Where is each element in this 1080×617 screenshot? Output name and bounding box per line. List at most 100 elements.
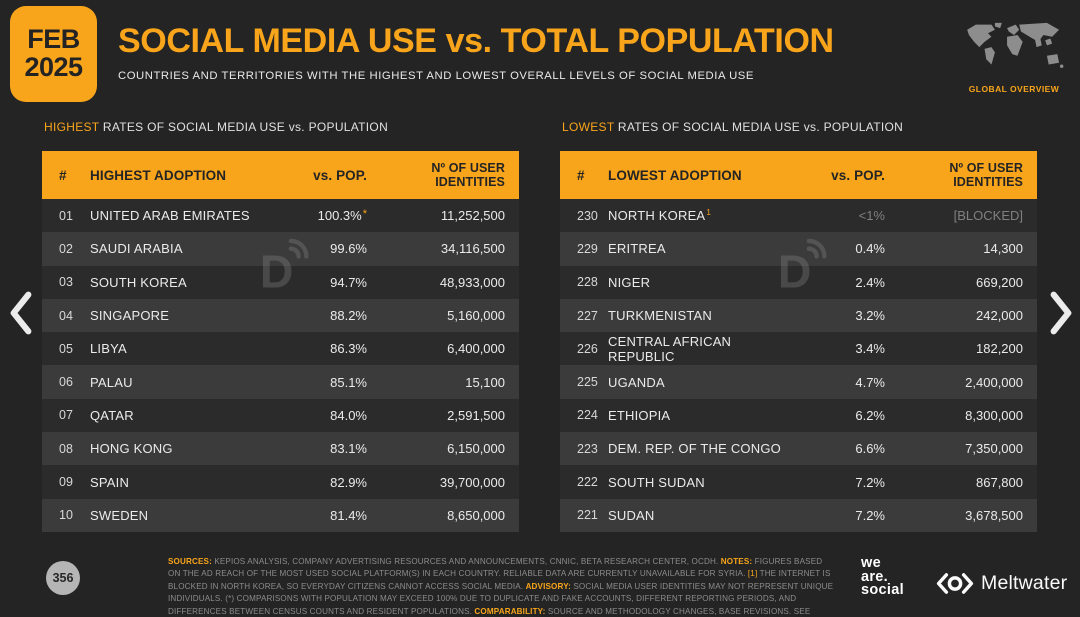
user-identities-value: 15,100 <box>465 374 505 390</box>
vs-pop-value: <1% <box>858 208 885 224</box>
previous-slide-button[interactable] <box>6 291 36 335</box>
next-slide-button[interactable] <box>1046 291 1076 335</box>
col-user-identities: Nº OF USER IDENTITIES <box>431 161 505 189</box>
vs-pop-value: 6.2% <box>855 407 885 423</box>
rank: 221 <box>577 508 598 523</box>
rank: 229 <box>577 241 598 256</box>
page-title: SOCIAL MEDIA USE vs. TOTAL POPULATION <box>118 22 834 60</box>
table-row: 224 ETHIOPIA 6.2% 8,300,000 <box>560 398 1037 433</box>
user-identities-value: 182,200 <box>976 341 1023 357</box>
rank: 228 <box>577 275 598 290</box>
date-badge: FEB 2025 <box>10 6 97 102</box>
user-identities-value: 669,200 <box>976 274 1023 290</box>
country-name: CENTRAL AFRICAN REPUBLIC <box>608 333 732 364</box>
highest-label-accent: HIGHEST <box>44 120 100 134</box>
col-vs-pop: vs. POP. <box>831 167 885 183</box>
user-identities-value: 8,300,000 <box>965 407 1023 423</box>
page-number-badge: 356 <box>46 561 80 595</box>
highest-section-label: HIGHEST RATES OF SOCIAL MEDIA USE vs. PO… <box>42 120 519 134</box>
footnote-text: THE INTERNET IS BLOCKED IN NORTH KOREA, … <box>168 569 831 591</box>
col-rank: # <box>577 167 585 183</box>
meltwater-wordmark: Meltwater <box>981 572 1068 594</box>
user-identities-value: 8,650,000 <box>447 507 505 523</box>
user-identities-value: 5,160,000 <box>447 308 505 324</box>
user-identities-value: 48,933,000 <box>439 274 505 290</box>
footnote-marker: [1] <box>747 569 758 579</box>
notes-text: FIGURES BASED ON THE AD REACH OF THE MOS… <box>168 557 823 579</box>
country-name: ETHIOPIA <box>608 407 671 423</box>
rank: 226 <box>577 341 598 356</box>
notes-label: NOTES: <box>720 557 753 566</box>
asterisk-note: * <box>362 208 367 221</box>
rank: 03 <box>59 275 73 290</box>
table-row: 226 CENTRAL AFRICAN REPUBLIC 3.4% 182,20… <box>560 332 1037 366</box>
country-name: ERITREA <box>608 241 666 257</box>
user-identities-value: 2,400,000 <box>965 374 1023 390</box>
rank: 02 <box>59 241 73 256</box>
table-row: 06 PALAU 85.1% 15,100 <box>42 365 519 399</box>
meltwater-logo: Meltwater <box>936 572 1067 595</box>
col-rank: # <box>59 167 67 183</box>
sources-text: KEPIOS ANALYSIS, COMPANY ADVERTISING RES… <box>211 557 721 566</box>
badge-year: 2025 <box>24 52 83 82</box>
user-identities-value: 7,350,000 <box>965 441 1023 457</box>
table-row: 07 QATAR 84.0% 2,591,500 <box>42 398 519 433</box>
rank: 04 <box>59 308 73 323</box>
country-name: SOUTH KOREA <box>90 274 187 290</box>
table-row: 10 SWEDEN 81.4% 8,650,000 <box>42 498 519 532</box>
col-vs-pop: vs. POP. <box>313 167 367 183</box>
highest-table-header: # HIGHEST ADOPTION vs. POP. Nº OF USER I… <box>42 151 519 199</box>
was-logo-line: are. <box>861 568 888 585</box>
vs-pop-value: 81.4% <box>330 507 367 523</box>
lowest-table-rows: 230 NORTH KOREA1 <1% [BLOCKED] 229 ERITR… <box>560 199 1037 532</box>
table-row: 08 HONG KONG 83.1% 6,150,000 <box>42 432 519 466</box>
badge-month: FEB <box>27 24 80 55</box>
country-name: SINGAPORE <box>90 308 170 324</box>
country-name: SWEDEN <box>90 507 149 523</box>
vs-pop-value: 99.6% <box>330 241 367 257</box>
country-name: DEM. REP. OF THE CONGO <box>608 441 781 457</box>
country-name: SAUDI ARABIA <box>90 241 183 257</box>
user-identities-value: 6,150,000 <box>447 441 505 457</box>
lowest-label-accent: LOWEST <box>562 120 615 134</box>
col-adoption: LOWEST ADOPTION <box>608 167 742 183</box>
country-name: TURKMENISTAN <box>608 308 712 324</box>
rank: 222 <box>577 475 598 490</box>
table-row: 222 SOUTH SUDAN 7.2% 867,800 <box>560 465 1037 499</box>
rank: 225 <box>577 375 598 390</box>
meltwater-eye-icon <box>936 573 974 594</box>
vs-pop-value: 83.1% <box>330 441 367 457</box>
vs-pop-value: 84.0% <box>330 407 367 423</box>
user-identities-value: 34,116,500 <box>440 241 505 257</box>
vs-pop-value: 100.3%* <box>267 208 367 223</box>
country-name: UNITED ARAB EMIRATES <box>90 208 250 224</box>
table-row: 01 UNITED ARAB EMIRATES 100.3%* 11,252,5… <box>42 199 519 233</box>
vs-pop-value: 86.3% <box>330 341 367 357</box>
vs-pop-value: 7.2% <box>855 474 885 490</box>
vs-pop-value: 0.4% <box>855 241 885 257</box>
page-subtitle: COUNTRIES AND TERRITORIES WITH THE HIGHE… <box>118 70 754 82</box>
was-logo-line: social <box>861 582 904 598</box>
vs-pop-value: 4.7% <box>855 374 885 390</box>
global-overview-label: GLOBAL OVERVIEW <box>968 84 1060 94</box>
rank: 227 <box>577 308 598 323</box>
country-name: LIBYA <box>90 341 127 357</box>
comparability-label: COMPARABILITY: <box>474 606 546 616</box>
rank: 230 <box>577 208 598 223</box>
country-name: NORTH KOREA1 <box>606 208 785 223</box>
sources-label: SOURCES: <box>168 557 212 566</box>
table-row: 225 UGANDA 4.7% 2,400,000 <box>560 365 1037 399</box>
world-map-icon <box>962 16 1066 80</box>
vs-pop-value: 7.2% <box>855 507 885 523</box>
table-row: 227 TURKMENISTAN 3.2% 242,000 <box>560 298 1037 333</box>
table-row: 229 ERITREA 0.4% 14,300 <box>560 232 1037 266</box>
rank: 01 <box>59 208 73 223</box>
table-row: 221 SUDAN 7.2% 3,678,500 <box>560 498 1037 532</box>
table-row: 04 SINGAPORE 88.2% 5,160,000 <box>42 298 519 333</box>
vs-pop-value: 85.1% <box>330 374 367 390</box>
rank: 10 <box>59 508 73 523</box>
pct-value: 100.3% <box>317 208 362 224</box>
user-identities-value: 3,678,500 <box>965 507 1023 523</box>
country-name: SOUTH SUDAN <box>608 474 705 490</box>
